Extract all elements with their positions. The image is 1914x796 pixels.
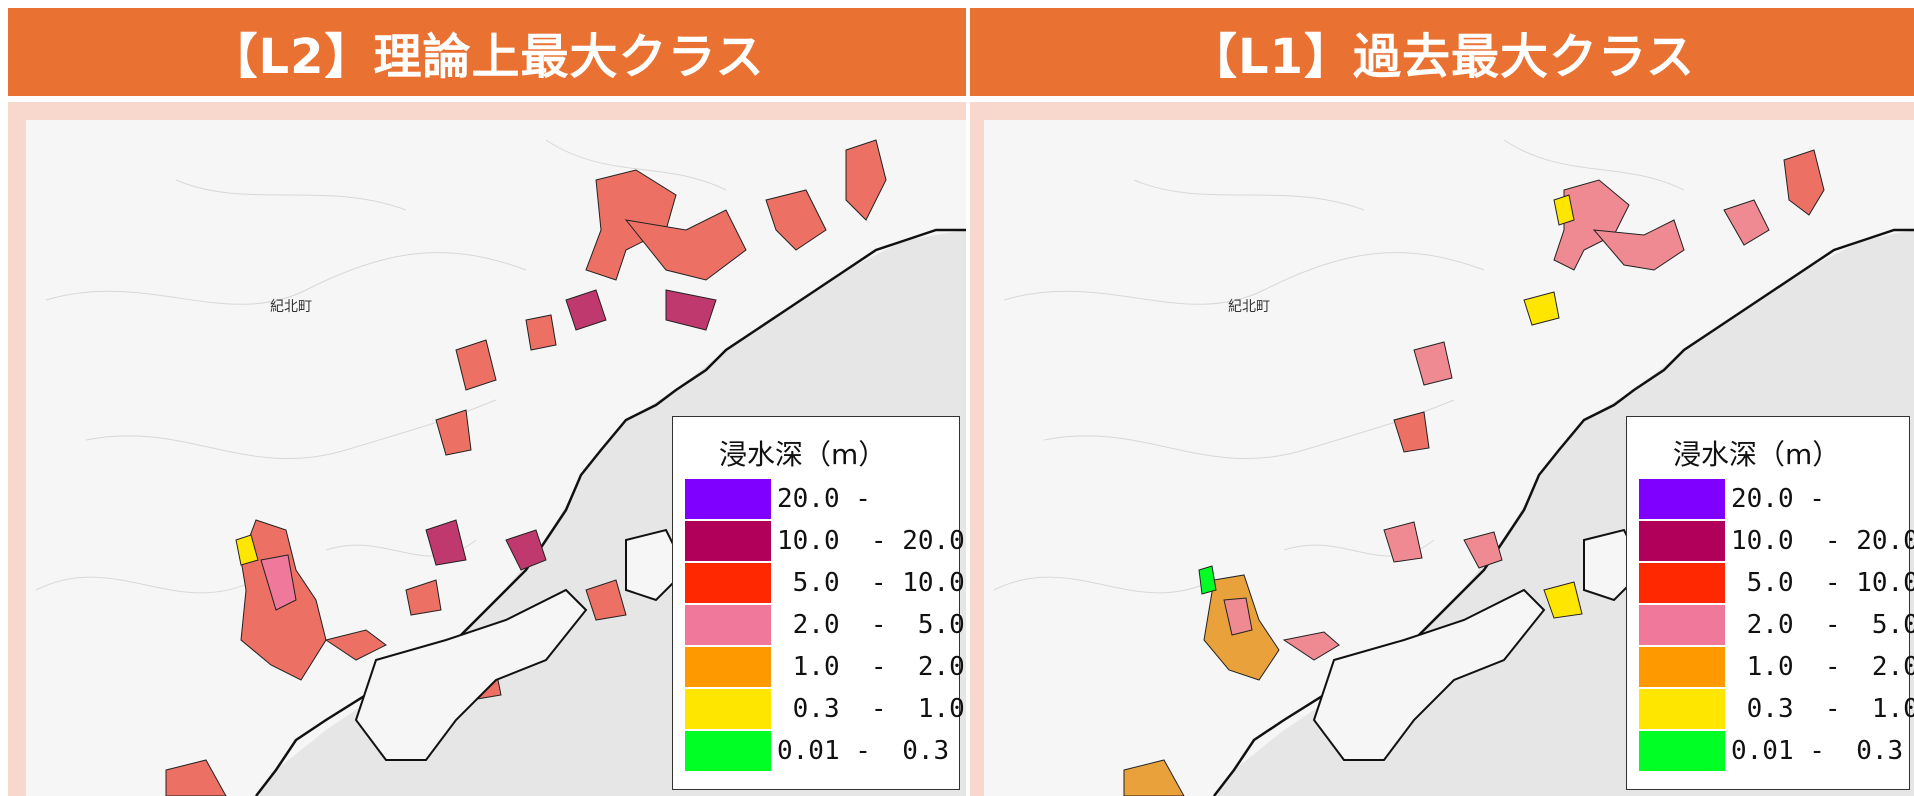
- legend-item: 20.0 -: [1639, 479, 1825, 519]
- legend-item: 5.0 - 10.0: [685, 563, 965, 603]
- legend-title: 浸水深（m）: [1673, 438, 1841, 471]
- legend-item: 2.0 - 5.0: [685, 605, 965, 645]
- legend-label: 20.0 -: [777, 484, 871, 514]
- peninsulas: [354, 528, 688, 761]
- legend-swatch: [1639, 479, 1725, 519]
- legend-label: 0.3 - 1.0: [1731, 694, 1914, 724]
- panel-title-l1: 【L1】過去最大クラス: [970, 8, 1914, 96]
- map-panel-l2: 紀北町 浸水深（m） 20.0 - 10.0 - 20.0 5.0 - 10.0…: [8, 102, 966, 796]
- legend-label: 2.0 - 5.0: [777, 610, 965, 640]
- legend-item: 20.0 -: [685, 479, 871, 519]
- town-label: 紀北町: [1228, 299, 1270, 315]
- legend-item: 0.3 - 1.0: [1639, 689, 1914, 729]
- legend-label: 0.3 - 1.0: [777, 694, 965, 724]
- legend-label: 1.0 - 2.0: [1731, 652, 1914, 682]
- legend-item: 2.0 - 5.0: [1639, 605, 1914, 645]
- legend-swatch: [1639, 521, 1725, 561]
- legend-swatch: [685, 605, 771, 645]
- legend-swatch: [685, 731, 771, 771]
- legend-swatch: [1639, 731, 1725, 771]
- legend-swatch: [685, 563, 771, 603]
- legend-swatch: [1639, 605, 1725, 645]
- legend-label: 10.0 - 20.0: [777, 526, 965, 556]
- tsunami-map-l2[interactable]: 紀北町 浸水深（m） 20.0 - 10.0 - 20.0 5.0 - 10.0…: [26, 120, 966, 796]
- legend-item: 10.0 - 20.0: [1639, 521, 1914, 561]
- legend-box: 浸水深（m） 20.0 - 10.0 - 20.0 5.0 - 10.0 2.0…: [672, 416, 965, 790]
- legend-label: 2.0 - 5.0: [1731, 610, 1914, 640]
- legend-swatch: [685, 521, 771, 561]
- legend-item: 1.0 - 2.0: [1639, 647, 1914, 687]
- legend-item: 5.0 - 10.0: [1639, 563, 1914, 603]
- legend-title: 浸水深（m）: [719, 438, 887, 471]
- map-panel-l1: 紀北町 浸水深（m） 20.0 - 10.0 - 20.0 5.0 - 10.0…: [970, 102, 1914, 796]
- town-label: 紀北町: [270, 299, 312, 315]
- legend-label: 10.0 - 20.0: [1731, 526, 1914, 556]
- legend-item: 10.0 - 20.0: [685, 521, 965, 561]
- legend-box: 浸水深（m） 20.0 - 10.0 - 20.0 5.0 - 10.0 2.0…: [1626, 416, 1914, 790]
- inundation-areas: [165, 139, 887, 796]
- legend-swatch: [685, 479, 771, 519]
- panel-title-l2: 【L2】理論上最大クラス: [8, 8, 966, 96]
- tsunami-map-l1[interactable]: 紀北町 浸水深（m） 20.0 - 10.0 - 20.0 5.0 - 10.0…: [984, 120, 1914, 796]
- legend-label: 0.01 - 0.3: [1731, 736, 1904, 766]
- legend-label: 20.0 -: [1731, 484, 1825, 514]
- legend-item: 0.01 - 0.3: [685, 731, 949, 771]
- legend-swatch: [685, 689, 771, 729]
- legend-label: 0.01 - 0.3: [777, 736, 950, 766]
- legend-label: 1.0 - 2.0: [777, 652, 965, 682]
- legend-item: 0.01 - 0.3: [1639, 731, 1903, 771]
- legend-swatch: [1639, 563, 1725, 603]
- terrain-lines: [35, 139, 727, 594]
- inundation-areas: [1123, 149, 1825, 796]
- legend-swatch: [1639, 647, 1725, 687]
- legend-item: 0.3 - 1.0: [685, 689, 965, 729]
- legend-swatch: [685, 647, 771, 687]
- legend-swatch: [1639, 689, 1725, 729]
- legend-label: 5.0 - 10.0: [777, 568, 965, 598]
- legend-label: 5.0 - 10.0: [1731, 568, 1914, 598]
- legend-item: 1.0 - 2.0: [685, 647, 965, 687]
